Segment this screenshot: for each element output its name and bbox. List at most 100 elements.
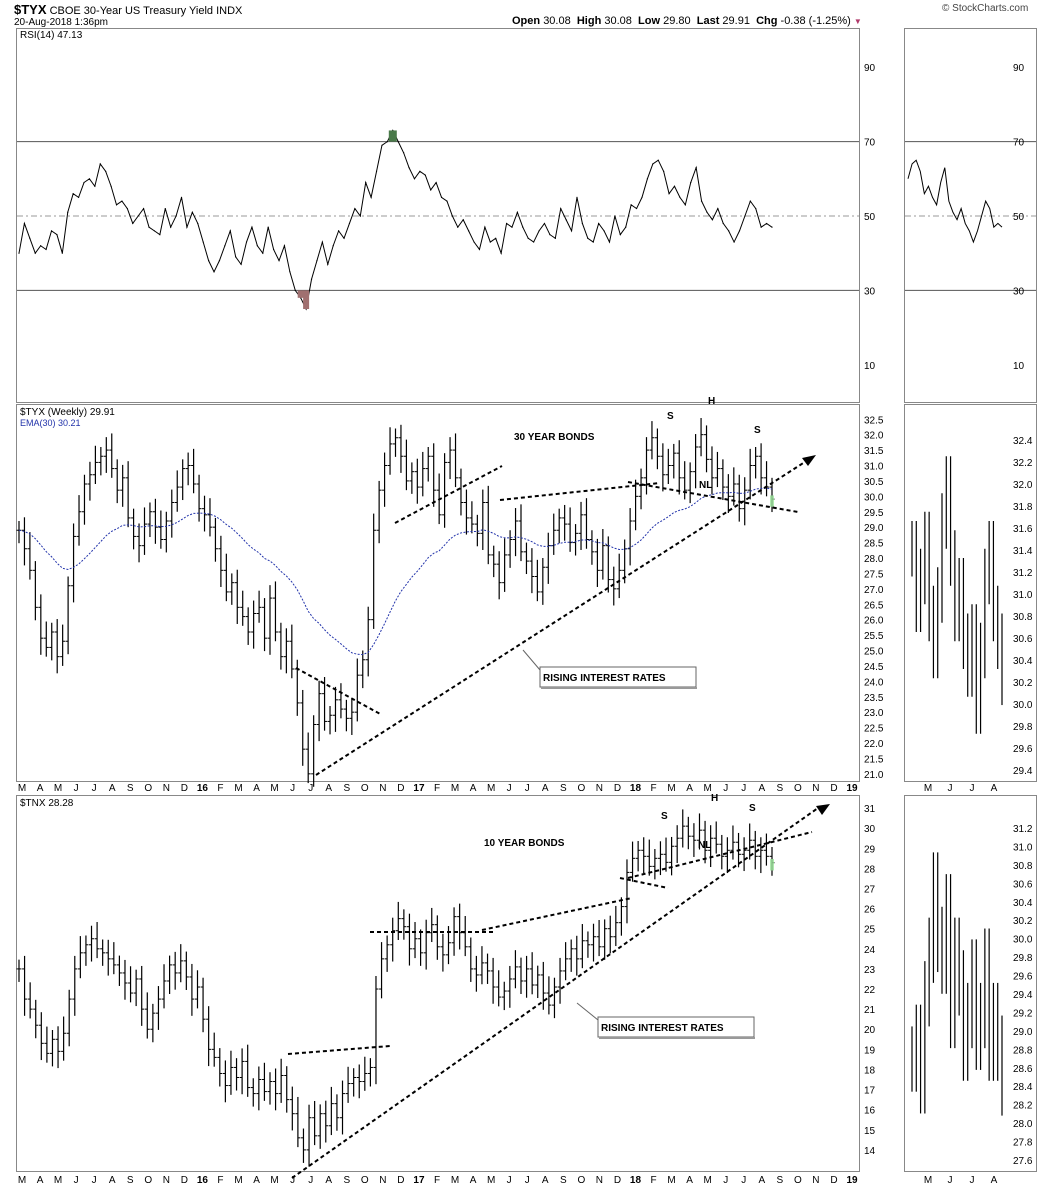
tnx-xaxis-label-39: J [723,1175,728,1186]
rsi-point-12 [83,181,85,184]
tnx-zoom-tick-label-30.2: 30.2 [1013,916,1033,927]
tnx-tick-label-28: 28 [864,864,876,875]
last-value: 29.91 [722,15,750,27]
tnx-zoom-tick-label-28.8: 28.8 [1013,1045,1033,1056]
rsi-line [18,129,773,311]
tnx-zoom-tick-label-29.0: 29.0 [1013,1027,1033,1038]
tyx-rising-trendline [315,459,809,776]
rsi-point-93 [522,226,524,228]
tnx-tick-label-31: 31 [864,804,876,815]
tnx-zoom-xaxis-label-0: M [924,1175,932,1186]
tyx-tick-label-28.0: 28.0 [864,554,884,565]
tyx-xaxis-label-9: D [181,783,188,794]
rsi-point-83 [468,230,470,232]
rsi-point-136 [755,207,757,210]
rsi-point-89 [500,252,502,254]
ema-legend: EMA(30) 30.21 [20,418,81,428]
rsi-point-47 [273,248,275,251]
tnx-zoom-tick-label-30.0: 30.0 [1013,935,1033,946]
tyx-xaxis-label-38: M [703,783,711,794]
tnx-xaxis-label-38: M [703,1175,711,1186]
tnx-xaxis-label-29: A [542,1175,549,1186]
rsi-point-64 [365,181,367,184]
rsi-point-16 [105,170,107,172]
tnx-tick-label-17: 17 [864,1086,876,1097]
rsi-point-106 [592,241,594,243]
down-arrow-icon: ▼ [853,17,862,26]
rsi-point-32 [191,211,193,213]
rsi-point-85 [478,248,481,251]
tyx-xaxis-label-8: N [163,783,170,794]
rsi-point-9 [67,211,69,213]
tnx-tick-label-20: 20 [864,1025,876,1036]
rsi-point-58 [332,245,334,247]
rsi-point-26 [159,234,161,236]
tnx-tick-label-22: 22 [864,985,876,996]
tyx-xaxis-label-5: A [109,783,116,794]
tnx-label-left-shoulder: S [661,811,668,822]
tnx-xaxis-label-14: M [270,1175,278,1186]
tyx-callout-text: RISING INTEREST RATES [543,673,666,684]
last-label: Last [696,15,720,27]
tyx-tick-label-27.0: 27.0 [864,585,884,596]
tyx-zoom-tick-label-29.6: 29.6 [1013,744,1033,755]
rsi-point-31 [186,226,188,228]
tnx-zoom-tick-label-28.0: 28.0 [1013,1119,1033,1130]
tnx-xaxis-label-3: J [74,1175,79,1186]
tnx-xaxis-label-9: D [181,1175,188,1186]
rsi-point-119 [663,170,665,172]
rsi-point-77 [435,181,437,184]
tyx-zoom-xaxis-label-2: J [970,783,975,794]
tnx-xaxis-label-31: O [577,1175,585,1186]
rsi-point-33 [197,222,199,225]
rsi-point-135 [749,200,751,202]
tnx-tick-label-18: 18 [864,1065,876,1076]
rsi-zoom-frame [904,28,1037,403]
tyx-zoom-tick-label-32.0: 32.0 [1013,480,1033,491]
tnx-zoom-tick-label-30.6: 30.6 [1013,879,1033,890]
tnx-xaxis-label-0: M [18,1175,26,1186]
tnx-zoom-xaxis-label-2: J [970,1175,975,1186]
tyx-xaxis-label-30: S [560,783,567,794]
tyx-last-bar-highlight [770,495,774,507]
tyx-xaxis-label-29: A [542,783,549,794]
rsi-point-103 [576,196,578,198]
tyx-tick-label-22.5: 22.5 [864,724,884,735]
rsi-point-105 [587,237,589,239]
tyx-zoom-tick-label-31.0: 31.0 [1013,590,1033,601]
tyx-ema30-line [18,487,773,656]
tnx-xaxis-label-2: M [54,1175,62,1186]
tnx-xaxis-label-15: J [290,1175,295,1186]
tyx-tick-label-23.0: 23.0 [864,708,884,719]
tyx-arrowhead-icon [802,455,816,466]
tyx-xaxis-label-11: F [217,783,223,794]
rsi-point-138 [765,222,768,225]
rsi-point-115 [641,196,643,198]
rsi-point-18 [115,204,118,206]
tyx-zoom-tick-label-29.4: 29.4 [1013,766,1033,777]
tnx-xaxis-label-44: N [812,1175,819,1186]
tnx-xaxis-label-22: 17 [413,1175,425,1186]
tyx-xaxis-label-45: D [830,783,837,794]
tnx-rising-trendline [291,807,819,1179]
tyx-xaxis-label-2: M [54,783,62,794]
rsi-point-109 [608,241,611,243]
rsi-overbought-fill-69 [388,130,397,142]
rsi-tick-label-30: 30 [864,286,876,297]
tyx-tick-label-27.5: 27.5 [864,569,884,580]
rsi-point-98 [549,234,551,236]
tyx-xaxis-label-4: J [92,783,97,794]
tyx-title: 30 YEAR BONDS [514,432,595,443]
tnx-zoom-tick-label-28.6: 28.6 [1013,1064,1033,1075]
rsi-point-15 [99,163,101,165]
rsi-point-70 [397,141,399,143]
rsi-point-110 [614,215,616,217]
rsi-point-38 [224,245,226,247]
rsi-point-55 [316,260,318,262]
tyx-xaxis-label-27: J [507,783,512,794]
rsi-point-133 [738,230,741,232]
tyx-tick-label-21.5: 21.5 [864,754,884,765]
rsi-point-19 [121,200,123,202]
rsi-point-125 [695,167,697,169]
rsi-point-23 [142,207,145,210]
